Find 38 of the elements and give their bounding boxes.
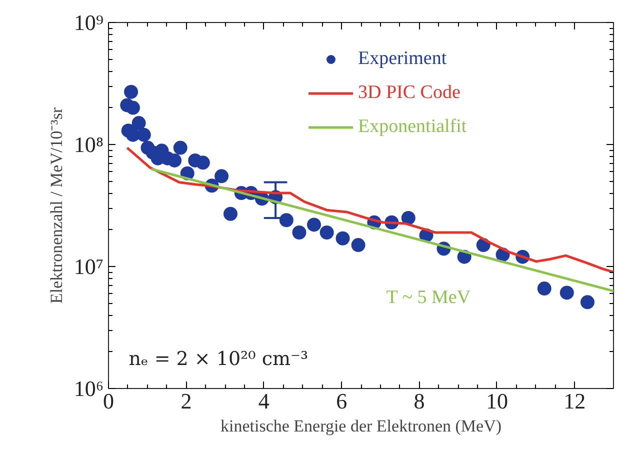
point: [126, 100, 140, 115]
point: [292, 226, 306, 240]
point: [401, 210, 416, 225]
point: [132, 116, 146, 130]
point: [173, 140, 188, 155]
y-tick-label: 10⁸: [74, 132, 104, 157]
point: [223, 206, 238, 221]
x-axis-title: kinetische Energie der Elektronen (MeV): [220, 416, 502, 436]
point: [214, 169, 229, 184]
point: [279, 213, 294, 228]
point: [351, 238, 366, 252]
x-tick-label: 12: [564, 388, 586, 414]
point: [580, 295, 594, 310]
x-tick-label: 6: [336, 388, 348, 414]
x-tick-label: 2: [180, 388, 192, 414]
y-tick-label: 10⁹: [74, 10, 104, 35]
annotation: T ~ 5 MeV: [386, 286, 471, 308]
legend-label: Experiment: [358, 48, 447, 70]
point: [336, 231, 350, 246]
point: [168, 153, 182, 168]
point: [136, 128, 151, 142]
x-tick-label: 8: [414, 388, 425, 414]
point: [196, 156, 210, 170]
legend-label: Exponentialfit: [358, 116, 467, 138]
y-axis-title: Elektronenzahl / MeV/10⁻³sr: [46, 107, 66, 304]
line-series: [126, 146, 614, 274]
point: [537, 282, 552, 296]
legend-label: 3D PIC Code: [358, 82, 460, 104]
point: [124, 84, 138, 99]
x-tick-label: 10: [486, 388, 508, 414]
point: [560, 286, 574, 300]
y-tick-label: 10⁷: [74, 254, 104, 279]
point: [306, 218, 321, 232]
x-tick-label: 0: [103, 388, 114, 414]
point: [320, 226, 334, 240]
annotation: nₑ = 2 × 10²⁰ cm⁻³: [128, 348, 308, 370]
y-tick-label: 10⁶: [74, 376, 104, 401]
x-tick-label: 4: [258, 388, 270, 414]
